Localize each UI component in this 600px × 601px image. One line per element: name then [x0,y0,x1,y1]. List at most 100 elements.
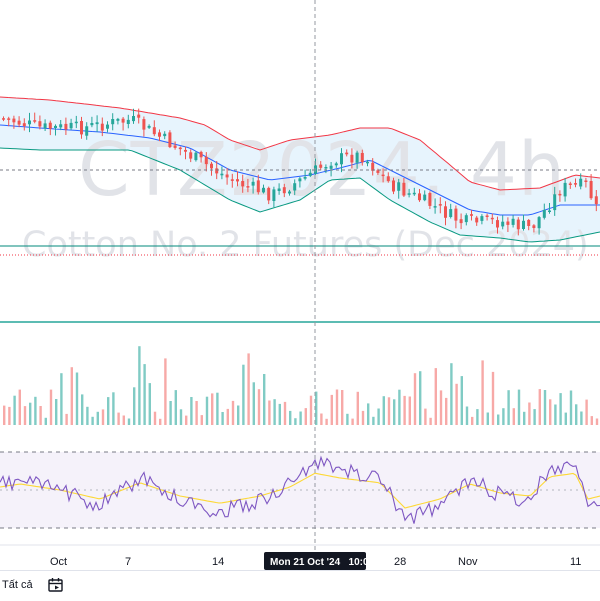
candle-body [392,180,395,192]
candle-body [22,123,26,127]
candle-body [423,194,427,201]
volume-bar [491,371,495,425]
volume-bar [465,406,469,425]
candle-body [553,194,557,211]
volume-bar [81,394,84,425]
candle-body [433,206,437,208]
bollinger-band-fill [0,97,600,242]
candle-body [293,183,297,191]
candle-body [236,179,239,182]
bollinger-upper-line [0,96,600,191]
volume-bar [237,405,240,425]
volume-bar [34,396,37,425]
volume-bar [367,403,370,425]
volume-bar [564,412,567,425]
candle-body [548,210,551,212]
candle-body [215,168,219,174]
candle-body [272,189,276,201]
time-tick-label: Oct [50,556,67,568]
candle-body [475,217,479,223]
volume-bar [8,406,11,425]
volume-bar [294,418,297,425]
candle-body [579,178,583,187]
volume-bar [138,346,141,425]
volume-bar [143,364,146,425]
candle-body [381,174,385,177]
candle-body [69,122,73,129]
volume-bar [91,416,94,425]
candle-body [355,152,359,163]
volume-bar [486,412,489,425]
volume-bar [23,406,27,425]
volume-bar [351,418,354,425]
candle-body [470,214,473,216]
volume-bar [481,360,484,425]
candle-body [277,188,281,191]
volume-bar [86,406,89,425]
range-all-button[interactable]: Tất cả [2,579,33,591]
volume-bar [517,389,521,425]
volume-bar [533,409,536,425]
candle-body [444,206,447,218]
volume-bar [122,415,125,425]
volume-bar [502,408,505,425]
candle-body [496,220,499,228]
volume-bar [330,394,333,425]
volume-bar [450,363,453,425]
candle-body [132,116,135,122]
candle-body [251,181,255,186]
candle-body [33,120,37,122]
candle-body [121,118,125,123]
volume-bar [554,404,557,425]
candle-body [324,167,328,169]
candle-body [230,179,234,181]
time-tick-label: 11 [570,556,581,568]
candle-body [438,204,442,206]
bollinger-basis-line [0,124,600,216]
volume-bar [424,408,427,425]
volume-bar [356,391,359,425]
time-tick-label: 14 [212,556,224,568]
volume-bar [372,416,375,425]
volume-bar [590,416,593,425]
candle-body [210,163,213,169]
candle-body [220,173,224,176]
candle-body [178,147,182,150]
volume-bar [190,397,193,425]
candle-body [386,176,390,182]
time-tick-label: 7 [125,556,131,568]
volume-bar [543,390,547,425]
watermark-symbol: CTZ2024, 4h [78,127,566,213]
volume-bar [299,411,302,425]
candle-body [80,121,83,135]
volume-bar [60,373,63,425]
candle-body [511,218,515,225]
candle-body [17,120,21,125]
bottom-toolbar: Tất cả [0,570,600,601]
candle-body [516,219,520,230]
candle-body [454,208,458,221]
calendar-icon[interactable] [46,575,66,595]
volume-bar [29,402,32,425]
rsi-moving-average-line [0,472,600,509]
volume-bar [96,411,99,425]
volume-bar [455,383,458,425]
candle-body [246,186,250,188]
candle-body [371,162,375,171]
candle-body [464,215,468,223]
volume-bar [169,401,172,425]
volume-bar [283,401,287,425]
volume-bar [382,396,385,425]
candle-body [350,154,354,163]
candle-body [574,183,577,185]
candle-body [345,152,349,155]
volume-bar [559,393,562,425]
volume-bar [595,418,599,425]
bollinger-band-lines [0,96,600,243]
volume-bar [252,382,255,425]
volume-histogram [3,346,599,425]
candle-body [48,122,52,129]
volume-bar [226,408,229,425]
volume-bar [471,416,474,425]
